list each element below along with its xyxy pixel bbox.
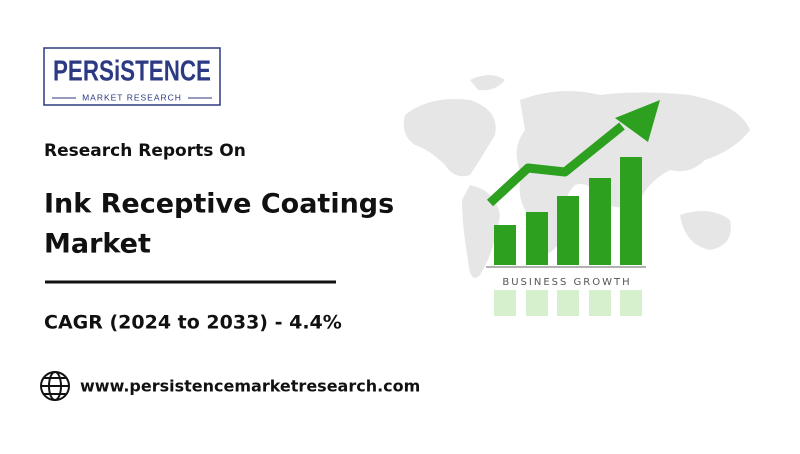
- title-line: Ink Receptive Coatings: [44, 189, 394, 220]
- logo-frame: [43, 47, 221, 106]
- logo: PERSiSTENCE MARKET RESEARCH: [43, 47, 221, 106]
- growth-arrow: [486, 122, 625, 207]
- growth-illustration: BUSINESS GROWTH: [486, 100, 660, 316]
- logo-tagline: MARKET RESEARCH: [82, 92, 182, 102]
- intro-text: Research Reports On: [44, 141, 246, 161]
- cagr-text: CAGR (2024 to 2033) - 4.4%: [44, 312, 342, 334]
- title-line: Market: [44, 229, 151, 260]
- growth-bars: [494, 157, 642, 265]
- illustration-caption: BUSINESS GROWTH: [502, 277, 631, 288]
- arrow-head: [615, 100, 660, 142]
- website-text: www.persistencemarketresearch.com: [80, 377, 420, 396]
- globe-icon: [40, 371, 70, 401]
- logo-name: PERSiSTENCE: [53, 56, 211, 88]
- bar-reflection: [494, 290, 642, 316]
